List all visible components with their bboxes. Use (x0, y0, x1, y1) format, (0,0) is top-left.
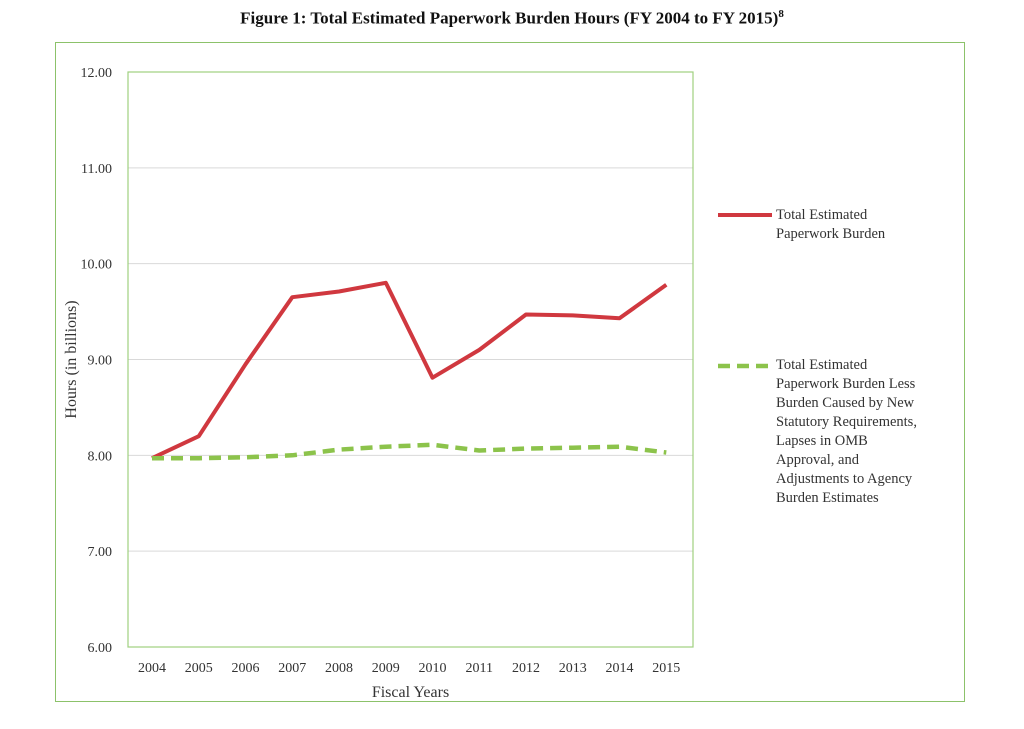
x-tick-label: 2015 (652, 661, 680, 676)
figure-title-text: Figure 1: Total Estimated Paperwork Burd… (240, 8, 779, 28)
x-axis-ticks: 2004 2005 2006 2007 2008 2009 2010 2011 2012 2013… (138, 661, 680, 676)
y-tick-label: 11.00 (81, 162, 112, 177)
legend-line: Statutory Requirements, (776, 414, 917, 430)
legend-line: Lapses in OMB (776, 433, 868, 449)
x-tick-label: 2014 (606, 661, 634, 676)
legend-line: Burden Estimates (776, 490, 879, 506)
legend-line: Total Estimated (776, 357, 868, 373)
legend-line: Adjustments to Agency (776, 471, 913, 487)
x-tick-label: 2005 (185, 661, 213, 676)
x-tick-label: 2013 (559, 661, 587, 676)
chart-frame (55, 42, 965, 702)
legend-line: Paperwork Burden (776, 226, 886, 242)
y-axis-label: Hours (in billions) (63, 300, 80, 418)
x-tick-label: 2008 (325, 661, 353, 676)
x-tick-label: 2011 (466, 661, 493, 676)
x-tick-label: 2010 (419, 661, 447, 676)
y-tick-label: 6.00 (88, 641, 113, 656)
legend-line: Burden Caused by New (776, 395, 915, 411)
x-tick-label: 2007 (278, 661, 306, 676)
x-tick-label: 2006 (232, 661, 260, 676)
gridlines (128, 71, 693, 648)
title-footnote: 8 (778, 8, 784, 20)
y-tick-label: 7.00 (88, 545, 113, 560)
y-tick-label: 8.00 (88, 449, 113, 464)
legend-swatches (718, 213, 772, 369)
y-tick-label: 12.00 (81, 66, 113, 81)
series-line-2 (152, 442, 667, 461)
legend-entry-adjusted-burden: Total Estimated Paperwork Burden Less Bu… (776, 356, 966, 508)
legend-line: Approval, and (776, 452, 859, 468)
y-tick-label: 10.00 (81, 258, 113, 273)
y-tick-label: 9.00 (88, 354, 113, 369)
plot-area-border (127, 71, 694, 648)
series-lines (151, 280, 668, 461)
x-tick-label: 2004 (138, 661, 166, 676)
x-axis-label: Fiscal Years (372, 684, 449, 701)
legend-line: Total Estimated (776, 207, 868, 223)
series-line-1 (151, 280, 668, 461)
legend-line: Paperwork Burden Less (776, 376, 916, 392)
x-tick-label: 2012 (512, 661, 540, 676)
figure-title: Figure 1: Total Estimated Paperwork Burd… (0, 8, 1024, 29)
y-axis-ticks: 6.00 7.00 8.00 9.00 10.00 11.00 12.00 (81, 66, 113, 656)
x-tick-label: 2009 (372, 661, 400, 676)
legend-entry-total-burden: Total Estimated Paperwork Burden (776, 206, 966, 244)
